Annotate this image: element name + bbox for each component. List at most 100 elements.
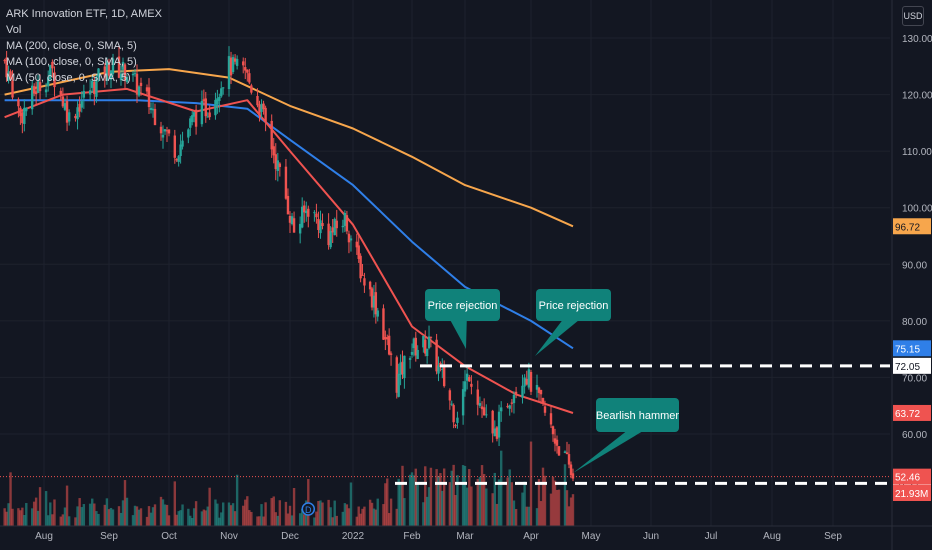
volume-bar [370,502,374,526]
volume-tag [893,485,931,501]
candle-body [448,390,452,401]
candle-body [321,223,324,227]
volume-bar [557,489,561,526]
volume-bar [290,515,294,526]
volume-bar [499,450,503,526]
volume-bar [7,503,10,526]
candle-body [218,96,221,102]
volume-bar [278,500,282,526]
volume-bar [93,503,96,526]
annotations: Price rejection Price rejection Bearlish h… [301,289,679,516]
volume-bar [61,514,65,526]
candle-body [395,357,398,393]
candle-body [514,391,518,394]
volume-bar [216,503,219,526]
candle-body [399,362,402,375]
ma50-line [4,87,574,414]
volume-bar [553,480,557,526]
volume-bar [25,503,28,526]
volume-bar [173,481,177,526]
candle-body [569,464,573,476]
volume-bar [76,506,79,526]
candle-body [264,107,267,123]
candle-body [137,86,141,96]
volume-bar [181,504,184,526]
volume-bar [327,499,330,526]
x-tick-label: Jul [705,531,718,542]
candle-body [537,387,541,393]
volume-bar [395,508,398,526]
candle-body [495,427,499,439]
volume-bar [165,504,169,526]
candle-body [30,85,34,110]
candle-body [468,377,471,382]
volume-bar [202,509,206,526]
candle-body [408,358,412,360]
volume-bar [44,491,48,526]
volume-bar [292,487,296,526]
candle-body [387,335,391,355]
volume-bar [403,498,406,526]
candle-body [527,369,531,388]
volume-bar [359,513,362,526]
volume-bar [175,514,178,526]
candle-body [288,215,292,223]
volume-bar [125,497,129,526]
volume-bar [264,502,267,526]
candle-body [372,295,376,308]
candle-body [506,406,509,408]
price-tag [893,340,931,357]
volume-bar [485,488,488,526]
volume-bar [187,508,190,526]
volume-bar [231,503,235,526]
candle-body [173,135,177,158]
volume-bar [63,507,67,526]
volume-bar [36,510,40,526]
candle-body [208,112,211,118]
candle-body [147,87,151,108]
volume-bar [476,478,479,526]
grid-lines [0,0,890,526]
volume-bar [95,511,98,526]
volume-bar [206,506,209,526]
candle-body [109,70,113,80]
candle-body [476,389,479,405]
volume-bar [313,517,316,526]
candle-body [111,58,115,75]
candle-body [331,227,334,233]
candle-body [276,160,279,171]
candle-body [401,361,404,375]
volume-bar [386,478,389,526]
volume-bar [46,515,50,526]
y-tick-label: 90.00 [902,260,927,271]
volume-bar [389,498,393,526]
candle-body [491,410,494,434]
candle-body [139,82,143,86]
volume-bar [450,470,453,526]
volume-bar [189,515,192,526]
candle-body [384,337,387,340]
volume-bar [276,515,279,526]
volume-bar [347,508,351,526]
candle-body [465,373,469,381]
volume-bar [214,499,217,526]
x-tick-label: Dec [281,531,299,542]
callout-text: Bearlish hammer [596,410,679,422]
volume-bar [345,504,349,526]
volume-bar [571,494,575,526]
candle-body [67,112,71,122]
volume-bar [442,468,446,526]
x-tick-label: Apr [523,531,539,542]
volume-bar [258,516,261,526]
x-tick-label: Aug [35,531,53,542]
candle-body [463,381,467,392]
candle-body [149,107,153,111]
volume-bar [422,502,425,526]
volume-bar [427,487,431,526]
candle-body [181,140,184,147]
volume-bar [270,498,273,526]
candle-body [220,88,223,97]
currency-button[interactable]: USD [902,6,924,26]
volume-bar [357,506,360,526]
